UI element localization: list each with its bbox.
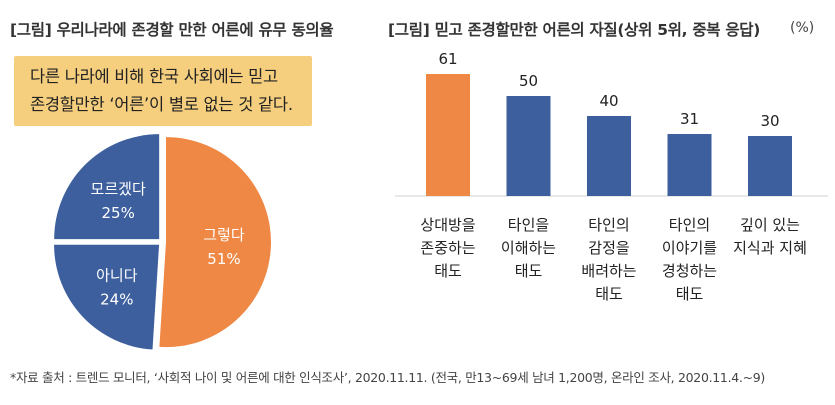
statement-line-1: 다른 나라에 비해 한국 사회에는 믿고 bbox=[30, 67, 278, 86]
bar-chart-title: [그림] 믿고 존경할만한 어른의 자질(상위 5위, 중복 응답) bbox=[388, 21, 761, 39]
pie-slice-label: 모르겠다 bbox=[91, 180, 146, 198]
bar-value-label: 30 bbox=[760, 112, 779, 130]
pie-slice-value: 24% bbox=[100, 290, 133, 308]
bar-3 bbox=[587, 116, 631, 196]
source-footnote: *자료 출처 : 트렌드 모니터, ‘사회적 나이 및 어른에 대한 인식조사’… bbox=[10, 370, 765, 385]
bar-category-label: 타인의 이야기를 경청하는 태도 bbox=[662, 216, 717, 303]
pie-slice-label: 그렇다 bbox=[203, 226, 245, 244]
bar-category-label: 상대방을 존중하는 태도 bbox=[420, 216, 475, 280]
bar-category-label: 타인의 감정을 배려하는 태도 bbox=[581, 216, 636, 303]
pie-slice-value: 51% bbox=[207, 250, 240, 268]
bar-value-label: 61 bbox=[438, 50, 457, 68]
pie-chart-title: [그림] 우리나라에 존경할 만한 어른에 유무 동의율 bbox=[10, 21, 334, 39]
statement-line-2: 존경할만한 ‘어른’이 별로 없는 것 같다. bbox=[30, 95, 293, 114]
pie-slice-1 bbox=[159, 137, 271, 348]
bar-value-label: 40 bbox=[599, 92, 618, 110]
pie-slice-label: 아니다 bbox=[96, 266, 138, 284]
pie-slice-value: 25% bbox=[101, 204, 134, 222]
bar-4 bbox=[667, 134, 712, 196]
pie-slice-2 bbox=[54, 244, 160, 350]
bar-category-label: 타인을 이해하는 태도 bbox=[501, 216, 556, 280]
survey-statement-callout: 다른 나라에 비해 한국 사회에는 믿고 존경할만한 ‘어른’이 별로 없는 것… bbox=[14, 56, 312, 126]
bar-category-label: 깊이 있는 지식과 지혜 bbox=[733, 216, 807, 257]
bar-1 bbox=[426, 74, 470, 196]
pie-slice-3 bbox=[54, 134, 160, 240]
bar-2 bbox=[506, 96, 551, 196]
bar-value-label: 50 bbox=[519, 72, 538, 90]
unit-label: (%) bbox=[790, 20, 815, 36]
bar-5 bbox=[748, 136, 792, 196]
bar-value-label: 31 bbox=[680, 110, 699, 128]
